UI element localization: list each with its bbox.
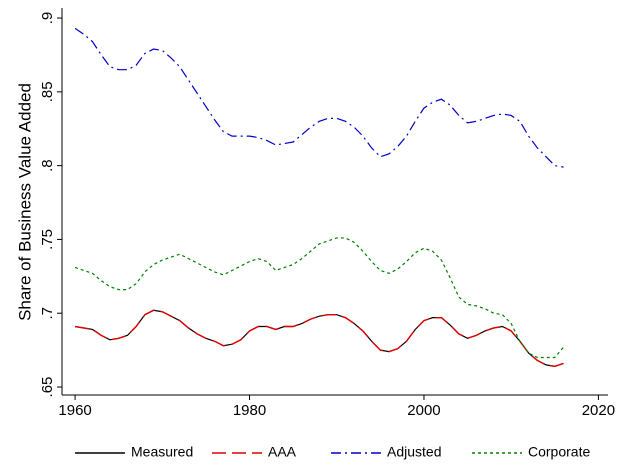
legend-label: AAA — [268, 444, 297, 460]
series-line — [74, 309, 564, 367]
y-tick-label: .7 — [39, 307, 56, 320]
series-line — [74, 309, 564, 368]
y-tick-label: .65 — [39, 377, 56, 398]
legend-label: Corporate — [528, 444, 590, 460]
y-axis-label: Share of Business Value Added — [15, 83, 34, 321]
y-tick-label: .85 — [39, 81, 56, 102]
legend-label: Measured — [131, 444, 193, 460]
series-line — [74, 27, 564, 168]
x-tick-label: 2000 — [407, 402, 440, 419]
series-line — [74, 237, 564, 359]
y-tick-label: .9 — [39, 12, 56, 25]
x-tick-label: 1960 — [58, 402, 91, 419]
y-tick-label: .75 — [39, 229, 56, 250]
y-tick-label: .8 — [39, 159, 56, 172]
legend-label: Adjusted — [387, 444, 441, 460]
x-tick-label: 1980 — [233, 402, 266, 419]
x-tick-label: 2020 — [582, 402, 615, 419]
